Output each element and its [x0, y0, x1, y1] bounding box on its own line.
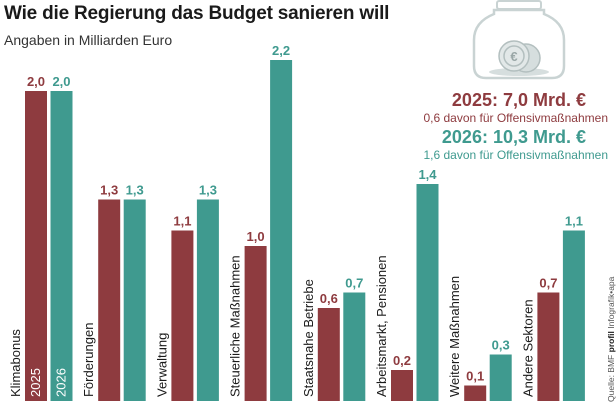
bar-2025-0	[25, 91, 47, 401]
value-label-2025-5: 0,2	[393, 353, 411, 368]
value-label-2025-4: 0,6	[320, 291, 338, 306]
bar-2025-1	[98, 199, 121, 401]
bar-2025-4	[317, 308, 340, 401]
legend-2026-note: 1,6 davon für Offensivmaßnahmen	[423, 148, 608, 162]
bar-2025-6	[464, 385, 487, 401]
source-credit: Quelle: BMF profil Infografik•apa	[606, 277, 616, 402]
value-label-2026-7: 1,1	[565, 214, 583, 229]
chart-subtitle: Angaben in Milliarden Euro	[4, 32, 173, 48]
value-label-2026-2: 1,3	[199, 183, 217, 198]
bar-2025-7	[537, 292, 560, 401]
value-label-2025-1: 1,3	[100, 183, 118, 198]
legend-2026-total: 2026: 10,3 Mrd. €	[441, 127, 586, 147]
bar-2025-5	[391, 370, 413, 401]
value-label-2026-4: 0,7	[345, 276, 363, 291]
value-label-2025-2: 1,1	[173, 214, 191, 229]
category-label-3: Steuerliche Maßnahmen	[228, 255, 243, 397]
value-label-2026-5: 1,4	[418, 167, 437, 182]
value-label-2026-1: 1,3	[126, 183, 144, 198]
brand-name: profil	[606, 331, 616, 353]
bar-2026-0	[50, 91, 73, 401]
value-label-2025-7: 0,7	[539, 276, 557, 291]
category-label-1: Förderungen	[81, 323, 96, 397]
value-label-2025-0: 2,0	[27, 74, 45, 89]
bar-2026-1	[123, 199, 146, 401]
chart-title: Wie die Regierung das Budget sanieren wi…	[4, 3, 390, 24]
category-label-0: Klimabonus	[8, 329, 23, 397]
credit-suffix: Infografik•apa	[606, 276, 616, 329]
bar-2025-2	[171, 230, 194, 401]
category-label-5: Arbeitsmarkt, Pensionen	[374, 255, 389, 397]
value-label-2026-0: 2,0	[52, 74, 70, 89]
value-label-2025-6: 0,1	[466, 369, 484, 384]
bar-2026-3	[270, 60, 293, 401]
bar-2026-7	[562, 230, 585, 401]
bar-2026-4	[343, 292, 366, 401]
source-text: Quelle: BMF	[606, 354, 616, 402]
euro-coin-jar-icon: €	[472, 0, 566, 80]
category-label-4: Staatsnahe Betriebe	[301, 279, 316, 397]
bar-2026-2	[196, 199, 219, 401]
series-label-2025: 2025	[28, 368, 43, 397]
legend-2025-note: 0,6 davon für Offensivmaßnahmen	[423, 111, 608, 125]
svg-text:€: €	[510, 49, 517, 64]
value-label-2026-3: 2,2	[272, 43, 290, 58]
category-label-6: Weitere Maßnahmen	[447, 276, 462, 397]
bar-2026-6	[489, 354, 512, 401]
category-label-7: Andere Sektoren	[520, 299, 535, 397]
value-label-2025-3: 1,0	[247, 229, 265, 244]
series-label-2026: 2026	[54, 368, 69, 397]
bar-2025-3	[244, 246, 267, 401]
category-label-2: Verwaltung	[154, 333, 169, 397]
value-label-2026-6: 0,3	[492, 338, 510, 353]
bar-2026-5	[416, 184, 439, 401]
legend-2025-total: 2025: 7,0 Mrd. €	[451, 90, 586, 110]
